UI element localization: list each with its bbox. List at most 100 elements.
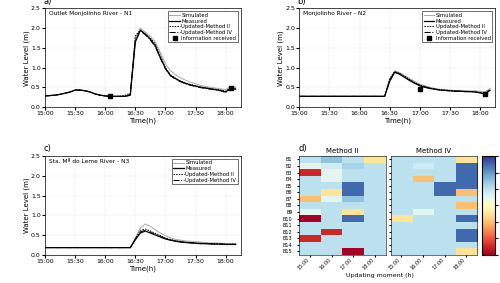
Updated-Method II [192, 241, 198, 245]
Updated-Method IV [122, 246, 128, 249]
Measured [228, 87, 234, 90]
Simulated [437, 87, 443, 91]
Simulated [92, 92, 98, 96]
Legend: Simulated, Measured, Updated-Method II, Updated-Method IV, Information received: Simulated, Measured, Updated-Method II, … [168, 11, 238, 42]
Updated-Method IV [432, 87, 438, 91]
Measured [102, 94, 108, 98]
Updated-Method IV [382, 95, 388, 98]
Updated-Method II [57, 246, 63, 249]
Simulated [442, 88, 448, 91]
Updated-Method II [158, 54, 164, 57]
Simulated [487, 87, 493, 90]
Updated-Method IV [87, 90, 93, 94]
Updated-Method II [326, 95, 332, 98]
Simulated [77, 246, 83, 249]
Updated-Method II [77, 246, 83, 249]
Text: a): a) [43, 0, 52, 6]
Measured [372, 95, 378, 98]
Measured [62, 91, 68, 95]
Updated-Method IV [172, 239, 178, 243]
Updated-Method IV [138, 29, 143, 33]
Simulated [302, 95, 308, 98]
Measured [82, 246, 88, 249]
Updated-Method II [132, 34, 138, 38]
Updated-Method II [162, 237, 168, 240]
Measured [77, 88, 83, 92]
Measured [376, 95, 382, 98]
Title: Method II: Method II [326, 149, 358, 155]
Simulated [218, 87, 224, 91]
Updated-Method II [132, 237, 138, 241]
Measured [47, 246, 53, 249]
Updated-Method II [92, 246, 98, 249]
Line: Simulated: Simulated [45, 224, 236, 248]
Measured [427, 87, 433, 90]
Simulated [87, 90, 93, 94]
Simulated [182, 239, 188, 243]
Simulated [346, 95, 352, 98]
Updated-Method IV [212, 88, 218, 92]
Simulated [412, 80, 418, 83]
Updated-Method IV [92, 246, 98, 249]
Simulated [128, 246, 134, 249]
Updated-Method IV [188, 83, 194, 87]
Updated-Method IV [42, 94, 48, 98]
Updated-Method IV [192, 85, 198, 88]
Updated-Method II [376, 95, 382, 98]
Updated-Method IV [52, 93, 58, 97]
Measured [412, 82, 418, 85]
Simulated [172, 238, 178, 241]
Measured [178, 80, 184, 83]
Updated-Method IV [416, 83, 422, 87]
Measured [118, 246, 124, 249]
Updated-Method IV [457, 89, 463, 93]
Simulated [362, 95, 368, 98]
Updated-Method II [462, 89, 468, 93]
Simulated [47, 94, 53, 97]
Measured [202, 242, 208, 245]
Updated-Method IV [477, 91, 483, 95]
Line: Updated-Method IV: Updated-Method IV [45, 31, 236, 96]
Updated-Method IV [102, 94, 108, 98]
Updated-Method II [437, 88, 443, 91]
Updated-Method IV [107, 246, 113, 249]
Measured [67, 246, 73, 249]
Updated-Method II [77, 88, 83, 92]
Line: Updated-Method II: Updated-Method II [300, 72, 490, 96]
Measured [42, 246, 48, 249]
Updated-Method II [228, 86, 234, 89]
Updated-Method II [356, 95, 362, 98]
Simulated [472, 89, 478, 93]
Legend: Simulated, Measured, Updated-Method II, Updated-Method IV: Simulated, Measured, Updated-Method II, … [172, 159, 238, 185]
Simulated [67, 90, 73, 94]
Updated-Method II [52, 93, 58, 97]
Line: Updated-Method IV: Updated-Method IV [45, 230, 236, 248]
Measured [472, 90, 478, 94]
Measured [92, 246, 98, 249]
Updated-Method II [107, 246, 113, 249]
Measured [168, 74, 173, 77]
Updated-Method IV [208, 87, 214, 91]
Simulated [392, 69, 398, 72]
Updated-Method II [332, 95, 338, 98]
Simulated [148, 34, 154, 38]
Updated-Method IV [232, 88, 238, 91]
Measured [442, 89, 448, 92]
Updated-Method IV [212, 242, 218, 246]
Updated-Method IV [312, 95, 318, 98]
Updated-Method II [168, 73, 173, 76]
Measured [42, 94, 48, 98]
Measured [107, 246, 113, 249]
Simulated [62, 246, 68, 249]
Measured [178, 240, 184, 244]
Simulated [122, 246, 128, 249]
Simulated [107, 95, 113, 98]
Simulated [422, 84, 428, 87]
Simulated [336, 95, 342, 98]
Simulated [222, 88, 228, 91]
Simulated [396, 71, 402, 74]
Simulated [322, 95, 328, 98]
Updated-Method II [172, 76, 178, 80]
Updated-Method IV [222, 91, 228, 94]
Updated-Method IV [326, 95, 332, 98]
